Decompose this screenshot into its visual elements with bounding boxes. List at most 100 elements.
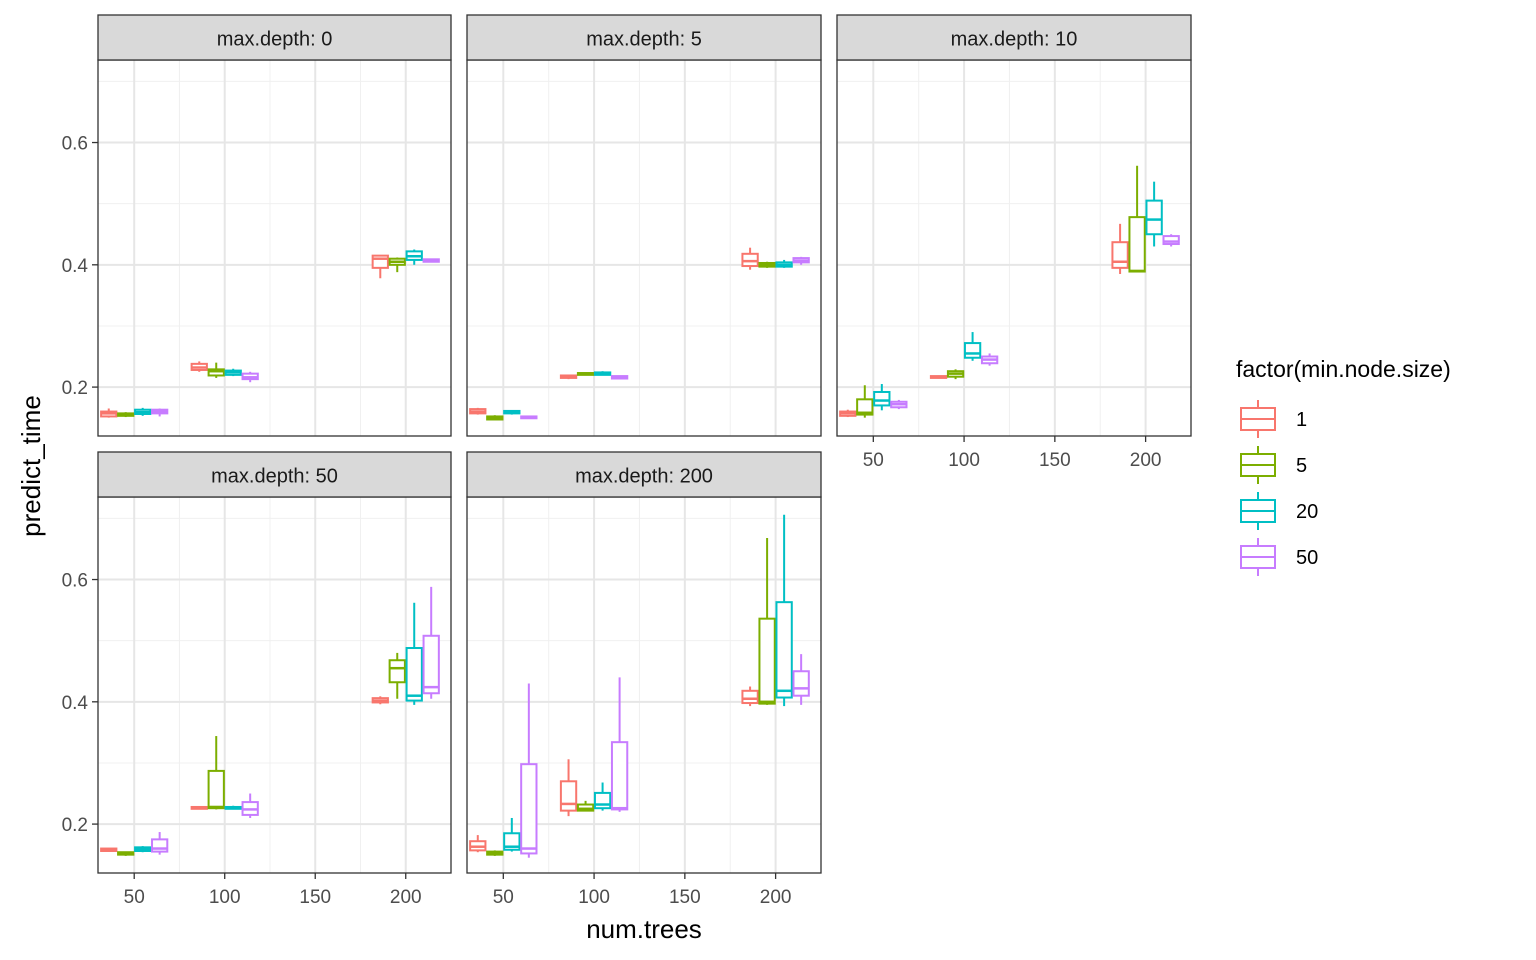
x-tick-label: 150 bbox=[299, 887, 331, 908]
boxplot-box bbox=[388, 257, 406, 273]
box-iqr bbox=[405, 647, 423, 702]
boxplot-box bbox=[224, 368, 242, 377]
legend-label: 5 bbox=[1296, 455, 1307, 477]
facet-panels: max.depth: 0 0.2 0.4 0.6 max.depth: 5 max.dep… bbox=[62, 14, 1192, 908]
boxplot-box bbox=[486, 850, 504, 856]
boxplot-box bbox=[151, 408, 169, 417]
facet-panel: max.depth: 10 50 100 150 200 bbox=[836, 14, 1192, 471]
boxplot-box bbox=[946, 369, 965, 380]
boxplot-box bbox=[371, 696, 389, 705]
legend-item: 1 bbox=[1236, 397, 1307, 441]
boxplot-box bbox=[207, 362, 225, 378]
boxplot-box bbox=[741, 686, 759, 707]
boxplot-box bbox=[371, 254, 389, 279]
facet-strip-label: max.depth: 10 bbox=[951, 29, 1078, 51]
facet-strip-label: max.depth: 0 bbox=[217, 29, 333, 51]
boxplot-box bbox=[422, 586, 440, 699]
box-iqr bbox=[775, 601, 793, 699]
boxplot-box bbox=[856, 385, 874, 418]
boxplot-box bbox=[469, 835, 487, 853]
facet-strip bbox=[97, 451, 452, 498]
boxplot-box bbox=[151, 832, 169, 855]
boxplot-box bbox=[503, 817, 521, 852]
panel-background bbox=[467, 60, 821, 436]
box-iqr bbox=[873, 390, 891, 407]
box-iqr bbox=[559, 780, 578, 812]
boxplot-box bbox=[422, 258, 440, 263]
boxplot-box bbox=[1128, 165, 1146, 273]
facet-panel: max.depth: 200 50 100 150 200 bbox=[466, 451, 822, 908]
facet-strip bbox=[836, 14, 1192, 61]
boxplot-box bbox=[190, 361, 208, 372]
boxplot-box bbox=[405, 249, 423, 265]
boxplot-box bbox=[117, 412, 135, 418]
x-tick-label: 50 bbox=[493, 887, 514, 908]
boxplot-box bbox=[741, 247, 759, 270]
boxplot-box bbox=[593, 371, 612, 376]
box-iqr bbox=[792, 670, 810, 697]
boxplot-box bbox=[775, 514, 793, 707]
boxplot-box bbox=[190, 805, 208, 810]
boxplot-box bbox=[405, 602, 423, 705]
box-iqr bbox=[856, 398, 874, 416]
box-iqr bbox=[520, 763, 538, 855]
boxplot-box bbox=[792, 654, 810, 705]
x-tick-label: 50 bbox=[124, 887, 145, 908]
box-iqr bbox=[388, 659, 406, 684]
box-iqr bbox=[963, 342, 982, 359]
panel-background bbox=[98, 497, 451, 873]
boxplot-box bbox=[839, 409, 857, 418]
boxplot-box bbox=[559, 374, 578, 380]
x-axis-title: num.trees bbox=[586, 914, 702, 944]
box-iqr bbox=[1145, 199, 1163, 236]
x-tick-label: 100 bbox=[578, 887, 610, 908]
x-tick-label: 150 bbox=[669, 887, 701, 908]
facet-panel: max.depth: 0 0.2 0.4 0.6 bbox=[62, 14, 452, 437]
panel-background bbox=[98, 60, 451, 436]
y-tick-label: 0.2 bbox=[62, 815, 88, 836]
boxplot-box bbox=[134, 407, 152, 416]
boxplot-box bbox=[775, 259, 793, 268]
boxplot-box bbox=[593, 782, 612, 811]
boxplot-box bbox=[610, 677, 629, 812]
facet-panel: max.depth: 50 0.2 0.4 0.6 50 100 150 200 bbox=[62, 451, 452, 908]
facet-strip-label: max.depth: 50 bbox=[211, 466, 338, 488]
legend-label: 1 bbox=[1296, 409, 1307, 431]
boxplot-box bbox=[224, 805, 242, 810]
boxplot-box bbox=[1162, 234, 1180, 247]
boxplot-box bbox=[134, 846, 152, 853]
box-iqr bbox=[1111, 241, 1129, 269]
legend-title: factor(min.node.size) bbox=[1236, 356, 1451, 382]
boxplot-box bbox=[469, 407, 487, 415]
x-tick-label: 100 bbox=[209, 887, 241, 908]
boxplot-box bbox=[890, 399, 908, 410]
boxplot-box bbox=[1145, 181, 1163, 247]
y-tick-label: 0.6 bbox=[62, 134, 88, 155]
boxplot-box bbox=[873, 384, 891, 411]
legend-item: 50 bbox=[1236, 535, 1318, 579]
x-tick-label: 50 bbox=[863, 450, 884, 471]
boxplot-box bbox=[486, 415, 504, 421]
x-tick-label: 100 bbox=[948, 450, 980, 471]
legend-item: 5 bbox=[1236, 443, 1307, 487]
boxplot-box bbox=[1111, 223, 1129, 274]
x-tick-label: 150 bbox=[1039, 450, 1071, 471]
legend-label: 20 bbox=[1296, 501, 1318, 523]
boxplot-box bbox=[559, 759, 578, 817]
boxplot-box bbox=[207, 736, 225, 810]
y-tick-label: 0.4 bbox=[62, 693, 89, 714]
boxplot-box bbox=[100, 408, 118, 418]
y-tick-label: 0.4 bbox=[62, 256, 89, 277]
x-tick-label: 200 bbox=[760, 887, 792, 908]
facet-strip bbox=[466, 14, 822, 61]
boxplot-box bbox=[117, 851, 135, 856]
boxplot-box bbox=[758, 261, 776, 268]
box-iqr bbox=[593, 791, 612, 810]
boxplot-box bbox=[980, 353, 999, 366]
x-tick-label: 200 bbox=[1130, 450, 1162, 471]
facet-strip bbox=[97, 14, 452, 61]
y-axis-title: predict_time bbox=[16, 395, 46, 537]
box-iqr bbox=[741, 689, 759, 705]
facet-strip bbox=[466, 451, 822, 498]
